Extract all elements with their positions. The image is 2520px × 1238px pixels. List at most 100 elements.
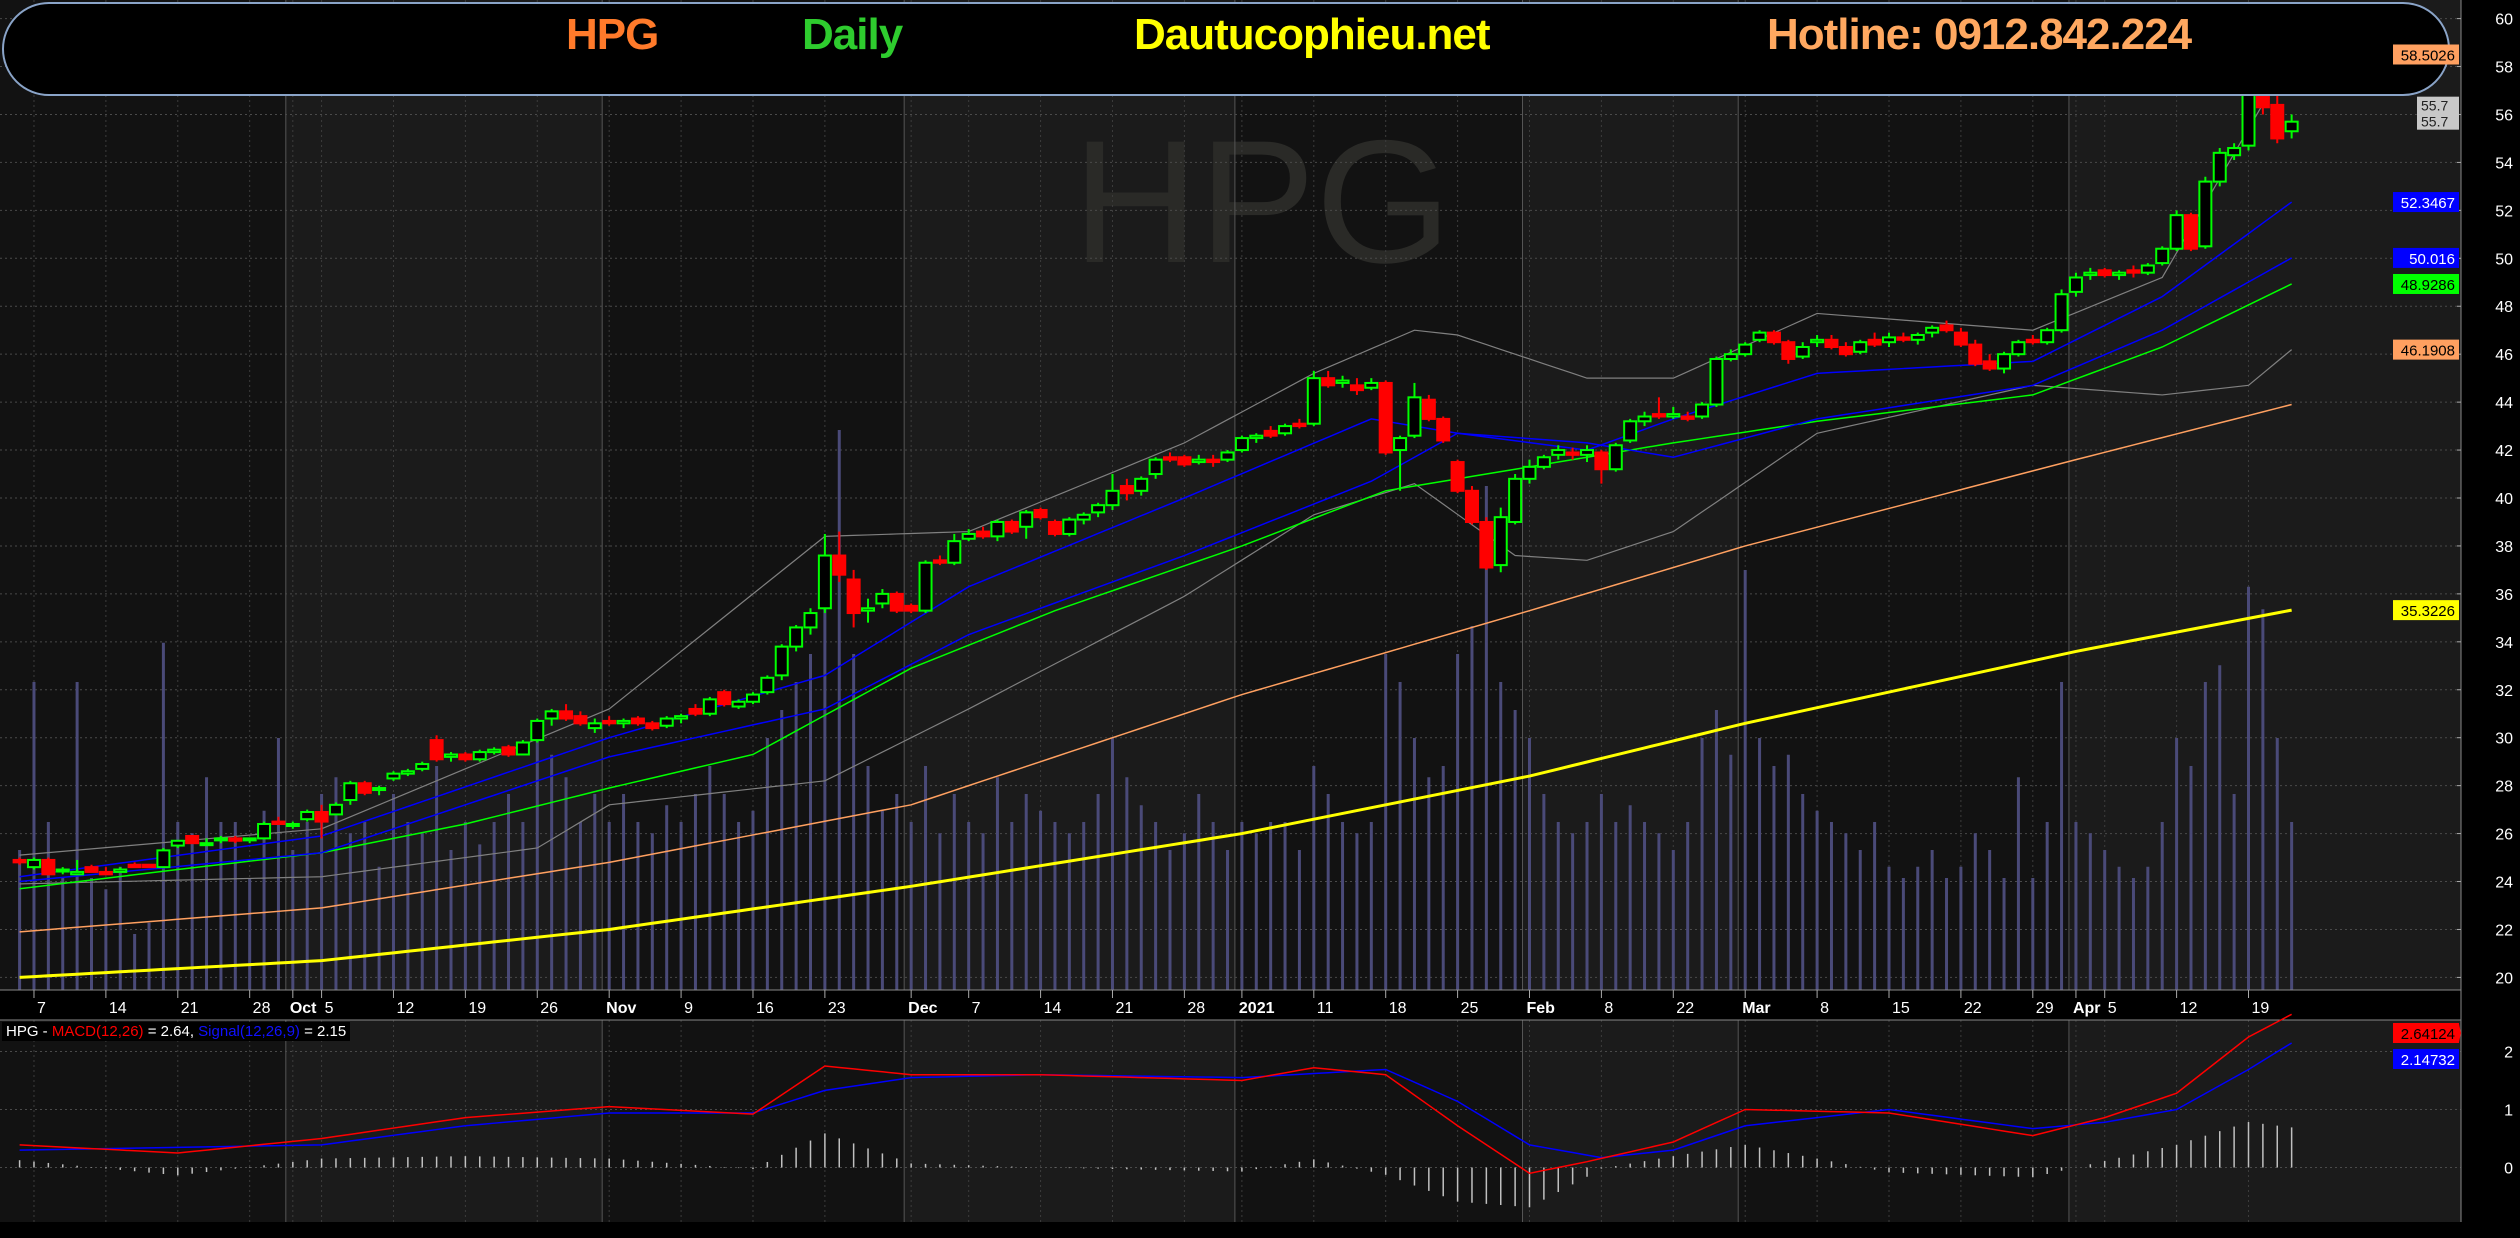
candle[interactable] xyxy=(530,718,545,743)
candle[interactable] xyxy=(1910,332,1925,345)
candle[interactable] xyxy=(745,692,760,705)
candle[interactable] xyxy=(2140,263,2155,276)
candle[interactable] xyxy=(2040,327,2055,345)
candle[interactable] xyxy=(156,847,171,869)
candle[interactable] xyxy=(789,625,804,652)
candle[interactable] xyxy=(760,675,775,695)
candle[interactable] xyxy=(1867,332,1882,347)
candle[interactable] xyxy=(2155,246,2170,266)
candle[interactable] xyxy=(314,804,329,839)
candlesticks[interactable] xyxy=(12,54,2299,876)
candle[interactable] xyxy=(142,863,157,869)
candle[interactable] xyxy=(2169,210,2184,252)
candle[interactable] xyxy=(1062,517,1077,537)
candle[interactable] xyxy=(400,768,415,777)
candle[interactable] xyxy=(472,749,487,762)
candle[interactable] xyxy=(70,859,85,876)
candle[interactable] xyxy=(1191,454,1206,465)
candle[interactable] xyxy=(1335,375,1350,388)
candle[interactable] xyxy=(1278,423,1293,436)
candle[interactable] xyxy=(84,864,99,873)
candle[interactable] xyxy=(1651,397,1666,419)
candle[interactable] xyxy=(1004,519,1019,534)
candle[interactable] xyxy=(98,867,113,876)
candle[interactable] xyxy=(875,589,890,609)
candle[interactable] xyxy=(185,834,200,845)
candle[interactable] xyxy=(645,720,660,731)
candle[interactable] xyxy=(702,696,717,717)
candle[interactable] xyxy=(1349,378,1364,395)
candle[interactable] xyxy=(300,809,315,822)
candle[interactable] xyxy=(1551,445,1566,460)
candle[interactable] xyxy=(688,704,703,717)
candle[interactable] xyxy=(2054,289,2069,333)
candle[interactable] xyxy=(1220,450,1235,463)
candle[interactable] xyxy=(1623,418,1638,443)
candle[interactable] xyxy=(257,821,272,840)
candle[interactable] xyxy=(2198,176,2213,249)
candle[interactable] xyxy=(1939,320,1954,333)
candle[interactable] xyxy=(1321,370,1336,388)
candle[interactable] xyxy=(1249,433,1264,443)
candle[interactable] xyxy=(544,708,559,726)
candle[interactable] xyxy=(41,857,56,876)
candle[interactable] xyxy=(1982,354,1997,371)
candle[interactable] xyxy=(846,569,861,628)
candle[interactable] xyxy=(1810,335,1825,347)
candle[interactable] xyxy=(12,857,27,865)
candle[interactable] xyxy=(674,713,689,724)
candle[interactable] xyxy=(2227,143,2242,161)
candle[interactable] xyxy=(1709,356,1724,407)
candle[interactable] xyxy=(1968,339,1983,367)
candle[interactable] xyxy=(1263,426,1278,439)
candle[interactable] xyxy=(1421,394,1436,422)
candle[interactable] xyxy=(717,689,732,707)
candle[interactable] xyxy=(127,862,142,869)
candle[interactable] xyxy=(1019,509,1034,539)
candle[interactable] xyxy=(2068,272,2083,297)
candle[interactable] xyxy=(372,785,387,796)
candle[interactable] xyxy=(1163,452,1177,463)
candle[interactable] xyxy=(1436,416,1451,443)
candle[interactable] xyxy=(1134,476,1149,496)
candle[interactable] xyxy=(26,857,41,870)
candle[interactable] xyxy=(947,533,962,566)
candle[interactable] xyxy=(932,555,947,566)
candle[interactable] xyxy=(213,835,228,844)
candle[interactable] xyxy=(199,838,214,847)
candle[interactable] xyxy=(1853,339,1868,355)
candle[interactable] xyxy=(990,519,1005,542)
candle[interactable] xyxy=(832,531,847,582)
candle[interactable] xyxy=(429,735,444,762)
candle[interactable] xyxy=(1076,512,1091,525)
candle[interactable] xyxy=(1795,342,1810,359)
candle[interactable] xyxy=(1781,339,1796,364)
candle[interactable] xyxy=(861,598,876,623)
candle[interactable] xyxy=(1896,332,1911,343)
candle[interactable] xyxy=(961,529,976,542)
candle[interactable] xyxy=(659,716,674,729)
candle[interactable] xyxy=(1364,378,1379,391)
candle[interactable] xyxy=(515,740,530,756)
candle[interactable] xyxy=(602,716,617,726)
candle[interactable] xyxy=(113,867,128,873)
candle[interactable] xyxy=(1738,342,1753,357)
candle[interactable] xyxy=(501,744,516,757)
candle[interactable] xyxy=(2097,267,2112,278)
macd-panel[interactable] xyxy=(18,1013,2293,1208)
candle[interactable] xyxy=(458,752,473,762)
candle[interactable] xyxy=(1925,325,1940,338)
candle[interactable] xyxy=(1695,402,1710,419)
candle[interactable] xyxy=(1450,459,1465,494)
candle[interactable] xyxy=(2025,335,2040,345)
candle[interactable] xyxy=(1637,411,1652,427)
candle[interactable] xyxy=(1997,351,2012,374)
candle[interactable] xyxy=(1464,486,1479,525)
candle[interactable] xyxy=(415,761,430,772)
candle[interactable] xyxy=(2126,265,2141,278)
candle[interactable] xyxy=(1306,370,1321,427)
candle[interactable] xyxy=(1666,406,1681,419)
candle[interactable] xyxy=(904,603,919,614)
